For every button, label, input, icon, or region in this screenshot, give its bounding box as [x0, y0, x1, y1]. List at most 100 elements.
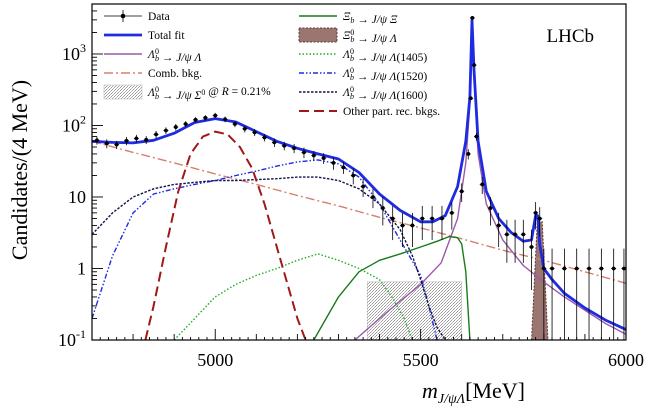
legend-item-b0-j-1600: Λ0 b → J/ψ Λ(1600) [299, 85, 427, 102]
data-point [533, 202, 539, 230]
legend-label: Ξb → J/ψ Ξ [343, 11, 398, 26]
data-point [479, 177, 485, 195]
data-point [271, 138, 277, 148]
legend-item-b0-j-0-r-0-21: Λ0 b → J/ψ Σ0 @ R = 0.21% [103, 84, 271, 102]
data-point [474, 133, 479, 141]
data-point [586, 248, 592, 340]
legend-item-b0-j-1405: Λ0 b → J/ψ Λ(1405) [299, 47, 427, 64]
data-point [449, 202, 455, 230]
legend-item-total-fit: Total fit [104, 30, 185, 42]
legend-item-other-part-rec-bkgs: Other part. rec. bkgs. [299, 106, 440, 118]
legend-item-b0-j: Λ0 b → J/ψ Λ [104, 47, 202, 64]
data-point [487, 196, 493, 226]
data-point [529, 229, 534, 291]
y-tick-label: 103 [62, 41, 86, 64]
data-point [520, 219, 526, 263]
data-point [183, 121, 189, 128]
data-point [439, 205, 445, 241]
legend-label: Λ0 b → J/ψ Λ(1405) [342, 47, 427, 64]
data-point [537, 207, 543, 237]
curve-total-fit [92, 18, 626, 331]
legend-label: Λ0 b → J/ψ Λ(1520) [342, 66, 427, 83]
data-point [301, 147, 307, 159]
data-point [468, 96, 474, 101]
data-point [252, 129, 258, 137]
data-point [465, 149, 471, 160]
data-point [262, 134, 267, 142]
curve-b-j [313, 235, 471, 340]
y-tick-label: 10-1 [58, 327, 86, 350]
data-point [331, 157, 336, 170]
data-point [321, 153, 327, 164]
data-point [549, 248, 555, 340]
data-point [212, 112, 218, 119]
curve-comb-bkg [92, 140, 626, 284]
legend-item-data: Data [104, 10, 170, 23]
data-point [380, 196, 386, 226]
data-point [409, 212, 415, 247]
data-point [390, 205, 396, 241]
legend-item-b0-j-1520: Λ0 b → J/ψ Λ(1520) [299, 66, 427, 83]
data-point [541, 248, 547, 340]
data-point [163, 127, 169, 135]
data-point [512, 219, 518, 263]
data-point [350, 168, 356, 185]
legend-label: Λ0 b → J/ψ Λ(1600) [342, 85, 427, 102]
data-point [202, 115, 208, 121]
legend-item-b-j: Ξb → J/ψ Ξ [299, 11, 398, 26]
legend-label: Λ0 b → J/ψ Σ0 @ R = 0.21% [147, 85, 271, 102]
data-point [370, 188, 376, 209]
data-point [133, 134, 139, 143]
x-tick-label: 6000 [608, 350, 644, 370]
data-point [598, 248, 604, 340]
data-point [574, 248, 580, 340]
data-point [143, 136, 149, 145]
sigma0-band [366, 281, 462, 340]
legend-label: Ξ0 b → J/ψ Λ [343, 28, 397, 45]
data-point [114, 140, 120, 149]
legend-label: Comb. bkg. [148, 68, 202, 80]
curve-other-part-rec-bkgs [144, 130, 307, 340]
y-axis-label: Candidates/(4 MeV) [7, 80, 32, 260]
data-point [429, 205, 435, 241]
data-point [193, 117, 198, 123]
data-point [611, 248, 617, 340]
curve-b0-j-1520 [92, 159, 438, 340]
data-point [291, 144, 297, 154]
plot-frame [91, 3, 627, 341]
data-point [360, 178, 366, 197]
y-tick-label: 10 [68, 187, 86, 207]
data-point [459, 183, 465, 203]
data-point [561, 248, 567, 340]
y-tick-label: 1 [77, 258, 86, 278]
data-point [311, 150, 317, 161]
data-point [242, 125, 248, 133]
legend-label: Data [148, 11, 170, 23]
data-point [496, 212, 502, 247]
x-axis-label: mJ/ψΛ[MeV] [422, 378, 525, 407]
data-point [471, 63, 477, 67]
data-point [281, 141, 287, 151]
x-tick-label: 5500 [403, 350, 439, 370]
data-point [173, 123, 179, 131]
data-point [153, 130, 159, 139]
data-point [419, 205, 425, 241]
legend-item-comb-bkg: Comb. bkg. [104, 68, 202, 80]
data-point [104, 139, 110, 149]
curve-b0-j-1600 [92, 176, 446, 340]
legend-label: Other part. rec. bkgs. [343, 106, 440, 118]
x-tick-label: 5000 [197, 350, 233, 370]
data-point [232, 121, 238, 128]
y-tick-label: 102 [62, 112, 86, 135]
data-point [469, 15, 475, 20]
curve-b0-j-1405 [173, 253, 414, 340]
data-point [504, 219, 510, 263]
data-point [400, 212, 406, 247]
legend-item-b0-j: Ξ0 b → J/ψ Λ [298, 27, 397, 45]
experiment-label: LHCb [547, 26, 595, 47]
legend-label: Total fit [148, 30, 185, 42]
data-point [340, 161, 346, 174]
legend-label: Λ0 b → J/ψ Λ [147, 47, 202, 64]
